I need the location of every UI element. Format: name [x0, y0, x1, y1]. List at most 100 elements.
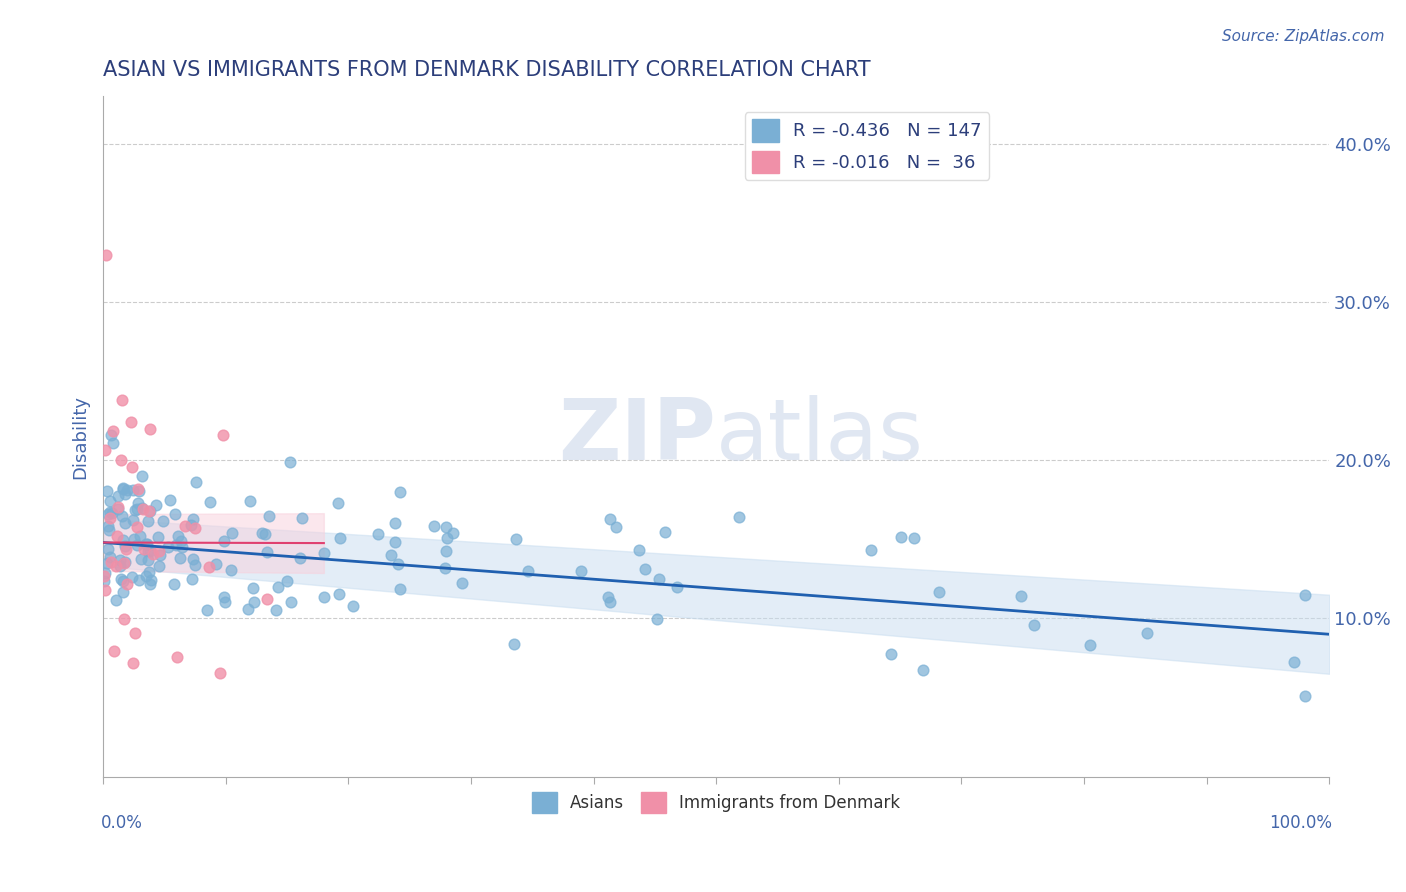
Point: [928, 585, 950, 599]
Point: [1136, 626, 1159, 640]
Point: [329, 532, 352, 546]
Text: 0.0%: 0.0%: [101, 814, 142, 832]
Point: [436, 531, 458, 545]
Point: [238, 602, 260, 616]
Point: [903, 531, 925, 545]
Point: [441, 525, 464, 540]
Point: [312, 590, 335, 604]
Point: [214, 595, 236, 609]
Point: [163, 577, 186, 591]
Point: [98, 523, 121, 537]
Point: [166, 649, 188, 664]
Point: [599, 512, 621, 526]
Point: [256, 544, 278, 558]
Point: [122, 532, 145, 546]
Point: [107, 502, 129, 516]
Text: 100.0%: 100.0%: [1268, 814, 1331, 832]
Point: [131, 552, 153, 566]
Point: [98, 550, 121, 565]
Point: [569, 564, 592, 578]
Point: [115, 577, 138, 591]
Point: [94, 566, 117, 581]
Point: [139, 577, 162, 591]
Point: [107, 500, 129, 514]
Point: [131, 501, 153, 516]
Point: [170, 534, 193, 549]
Point: [634, 562, 657, 576]
Point: [250, 526, 273, 541]
Point: [110, 453, 132, 467]
Point: [101, 424, 124, 438]
Point: [128, 573, 150, 587]
Point: [101, 506, 124, 520]
Point: [243, 595, 266, 609]
Point: [93, 568, 115, 582]
Point: [181, 572, 204, 586]
Point: [890, 530, 912, 544]
Point: [205, 557, 228, 571]
Point: [219, 563, 242, 577]
Point: [121, 513, 143, 527]
Point: [174, 518, 197, 533]
Point: [114, 612, 136, 626]
Point: [145, 498, 167, 512]
Point: [100, 511, 122, 525]
Point: [135, 537, 157, 551]
Point: [278, 455, 301, 469]
Point: [131, 501, 153, 516]
Point: [114, 487, 136, 501]
Point: [184, 475, 207, 489]
Point: [115, 541, 138, 556]
Point: [380, 548, 402, 562]
Point: [122, 657, 145, 671]
Point: [1294, 588, 1316, 602]
Point: [198, 560, 221, 574]
Legend: Asians, Immigrants from Denmark: Asians, Immigrants from Denmark: [526, 786, 907, 820]
Point: [181, 512, 204, 526]
Point: [314, 545, 336, 559]
Point: [1294, 689, 1316, 703]
Point: [1024, 618, 1046, 632]
Point: [139, 504, 162, 518]
Point: [97, 507, 120, 521]
Point: [184, 521, 207, 535]
Point: [108, 553, 131, 567]
Point: [148, 559, 170, 574]
Point: [94, 247, 117, 261]
Point: [93, 574, 115, 588]
Point: [280, 595, 302, 609]
Point: [517, 564, 540, 578]
Point: [257, 509, 280, 524]
Point: [121, 460, 143, 475]
Point: [599, 594, 621, 608]
Point: [212, 590, 235, 604]
Point: [212, 534, 235, 549]
Point: [434, 561, 457, 575]
Point: [97, 542, 120, 557]
Point: [165, 508, 187, 522]
Point: [122, 483, 145, 497]
Point: [100, 494, 122, 508]
Point: [114, 516, 136, 530]
Point: [146, 531, 169, 545]
Point: [367, 527, 389, 541]
Point: [181, 552, 204, 566]
Text: ASIAN VS IMMIGRANTS FROM DENMARK DISABILITY CORRELATION CHART: ASIAN VS IMMIGRANTS FROM DENMARK DISABIL…: [103, 60, 870, 79]
Point: [121, 569, 143, 583]
Point: [115, 483, 138, 497]
Point: [96, 556, 118, 570]
Point: [666, 580, 689, 594]
Point: [242, 581, 264, 595]
Point: [125, 519, 148, 533]
Point: [100, 428, 122, 442]
Point: [110, 572, 132, 586]
Point: [127, 496, 149, 510]
Point: [157, 540, 180, 554]
Point: [290, 550, 312, 565]
Point: [104, 593, 127, 607]
Point: [98, 505, 121, 519]
Point: [384, 516, 406, 530]
Point: [120, 415, 142, 429]
Point: [142, 547, 165, 561]
Point: [114, 555, 136, 569]
